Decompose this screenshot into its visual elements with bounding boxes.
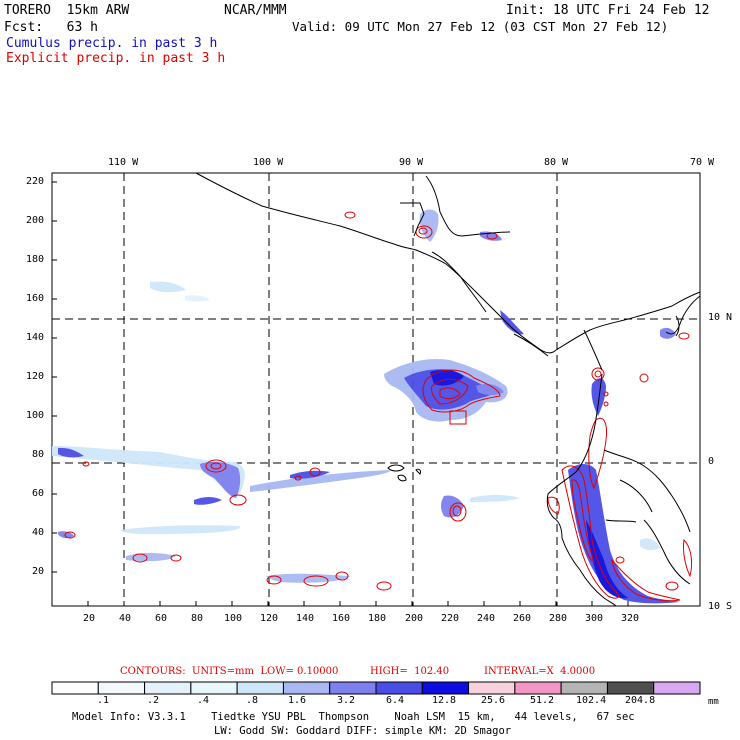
colorbar-label-12.8: 12.8	[432, 695, 457, 706]
colorbar-label-204.8: 204.8	[625, 695, 656, 706]
y-tick-220: 220	[26, 176, 45, 187]
colorbar	[51, 681, 701, 695]
y-tick-120: 120	[26, 371, 45, 382]
contour-units: CONTOURS: UNITS=mm LOW= 0.10000	[120, 666, 339, 677]
x-tick-280: 280	[549, 613, 568, 624]
colorbar-swatch	[421, 681, 470, 695]
x-tick-20: 20	[83, 613, 96, 624]
x-tick-180: 180	[368, 613, 387, 624]
x-tick-240: 240	[477, 613, 496, 624]
colorbar-swatch	[144, 681, 192, 695]
x-tick-80: 80	[191, 613, 204, 624]
forecast-hour: Fcst: 63 h	[4, 20, 98, 35]
y-tick-180: 180	[26, 254, 45, 265]
colorbar-label-0.8: .8	[246, 695, 259, 706]
colorbar-swatch	[375, 681, 423, 695]
x-tick-140: 140	[296, 613, 315, 624]
colorbar-label-51.2: 51.2	[530, 695, 555, 706]
colorbar-swatch	[606, 681, 655, 695]
contour-interval: INTERVAL=X 4.0000	[484, 666, 596, 677]
colorbar-swatch	[560, 681, 608, 695]
lat-label-10s: 10 S	[708, 601, 733, 612]
field-cumulus-label: Cumulus precip. in past 3 h	[6, 36, 218, 51]
y-tick-140: 140	[26, 332, 45, 343]
model-title: TORERO 15km ARW	[4, 3, 130, 18]
lon-label-100w: 100 W	[253, 157, 284, 168]
contour-high: HIGH= 102.40	[370, 666, 450, 677]
x-tick-40: 40	[119, 613, 132, 624]
lat-label-0: 0	[708, 456, 715, 467]
colorbar-label-0.2: .2	[147, 695, 160, 706]
colorbar-swatch	[97, 681, 146, 695]
colorbar-swatch	[236, 681, 284, 695]
x-tick-300: 300	[585, 613, 604, 624]
init-time: Init: 18 UTC Fri 24 Feb 12	[506, 3, 710, 18]
colorbar-swatch	[468, 681, 516, 695]
lon-label-90w: 90 W	[399, 157, 424, 168]
colorbar-label-0.4: .4	[197, 695, 210, 706]
coastlines	[195, 172, 701, 607]
colorbar-label-0.1: .1	[97, 695, 110, 706]
y-tick-40: 40	[32, 527, 45, 538]
lon-label-110w: 110 W	[108, 157, 139, 168]
colorbar-swatch	[282, 681, 331, 695]
model-info: Model Info: V3.3.1 Tiedtke YSU PBL Thomp…	[72, 711, 635, 723]
y-tick-20: 20	[32, 566, 45, 577]
colorbar-swatch	[653, 681, 701, 695]
x-tick-120: 120	[260, 613, 279, 624]
x-tick-60: 60	[155, 613, 168, 624]
colorbar-label-102.4: 102.4	[576, 695, 607, 706]
explicit-precip-contours	[64, 211, 693, 602]
colorbar-unit: mm	[708, 697, 719, 707]
org-label: NCAR/MMM	[224, 3, 287, 18]
x-tick-320: 320	[621, 613, 640, 624]
axis-ticks	[52, 181, 629, 606]
valid-time: Valid: 09 UTC Mon 27 Feb 12 (03 CST Mon …	[292, 19, 669, 34]
x-tick-200: 200	[405, 613, 424, 624]
colorbar-swatch	[514, 681, 562, 695]
colorbar-swatch	[51, 681, 99, 695]
x-tick-220: 220	[441, 613, 460, 624]
colorbar-label-6.4: 6.4	[386, 695, 405, 706]
x-tick-160: 160	[332, 613, 351, 624]
y-tick-100: 100	[26, 410, 45, 421]
y-tick-160: 160	[26, 293, 45, 304]
colorbar-label-1.6: 1.6	[288, 695, 307, 706]
lat-label-10n: 10 N	[708, 312, 733, 323]
colorbar-swatch	[190, 681, 238, 695]
lon-label-70w: 70 W	[690, 157, 715, 168]
x-tick-260: 260	[513, 613, 532, 624]
lon-label-80w: 80 W	[544, 157, 569, 168]
x-tick-100: 100	[224, 613, 243, 624]
field-explicit-label: Explicit precip. in past 3 h	[6, 51, 226, 66]
colorbar-label-3.2: 3.2	[337, 695, 356, 706]
colorbar-label-25.6: 25.6	[481, 695, 506, 706]
y-tick-60: 60	[32, 488, 45, 499]
colorbar-swatch	[329, 681, 377, 695]
y-tick-80: 80	[32, 449, 45, 460]
y-tick-200: 200	[26, 215, 45, 226]
physics-info: LW: Godd SW: Goddard DIFF: simple KM: 2D…	[214, 725, 512, 737]
